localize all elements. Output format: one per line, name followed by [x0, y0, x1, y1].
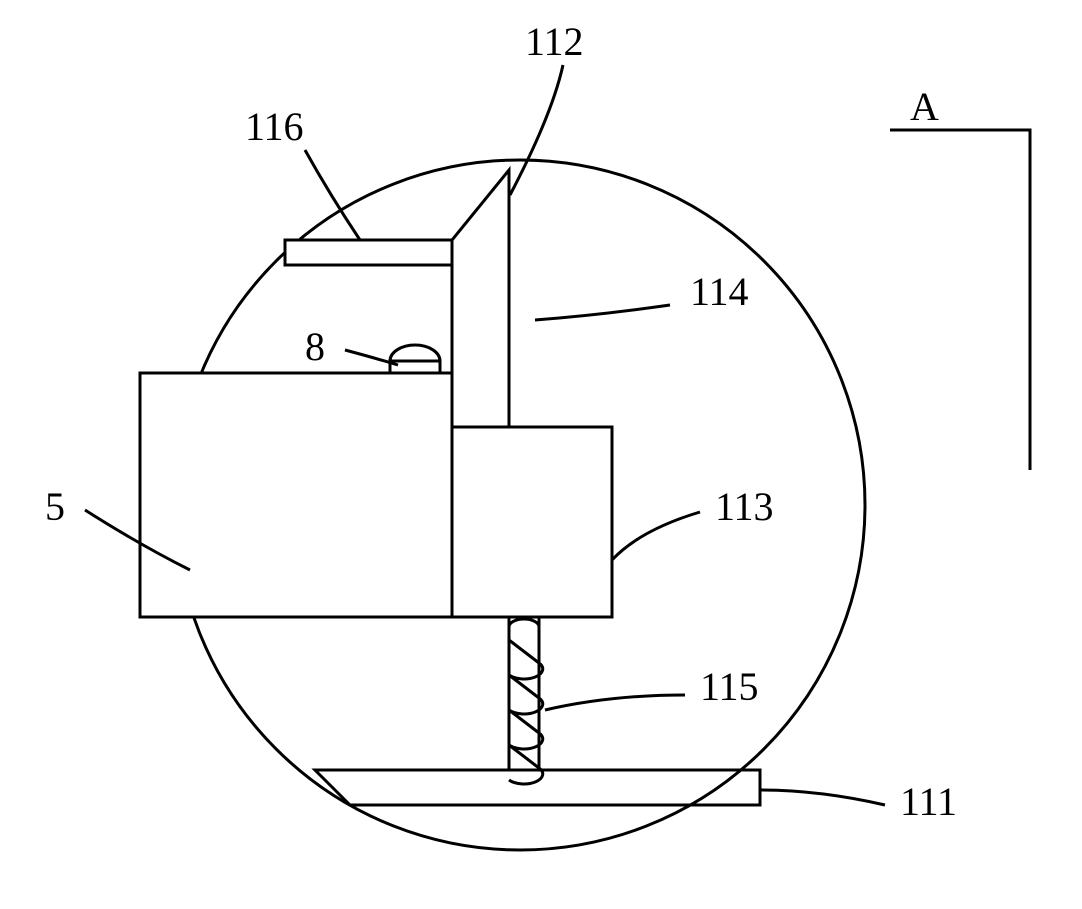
l5-label: 5 — [45, 484, 65, 529]
l116-leader — [305, 150, 360, 240]
arm — [285, 240, 452, 265]
l112-leader — [510, 65, 563, 195]
bump-base — [390, 361, 440, 373]
lA-label: A — [910, 84, 939, 129]
slider-block — [452, 427, 612, 617]
l115-leader — [545, 695, 685, 710]
l114-leader — [535, 305, 670, 320]
bump-arc — [390, 345, 440, 361]
l111-label: 111 — [900, 779, 957, 824]
lA-leader — [890, 130, 1030, 470]
base-plate — [315, 770, 760, 805]
l8-label: 8 — [305, 324, 325, 369]
l112-label: 112 — [525, 19, 584, 64]
l115-label: 115 — [700, 664, 759, 709]
wedge — [452, 170, 509, 427]
l113-label: 113 — [715, 484, 774, 529]
left-body — [140, 373, 452, 617]
l113-leader — [612, 512, 700, 560]
l114-label: 114 — [690, 269, 749, 314]
l111-leader — [760, 790, 885, 805]
l116-label: 116 — [245, 104, 304, 149]
